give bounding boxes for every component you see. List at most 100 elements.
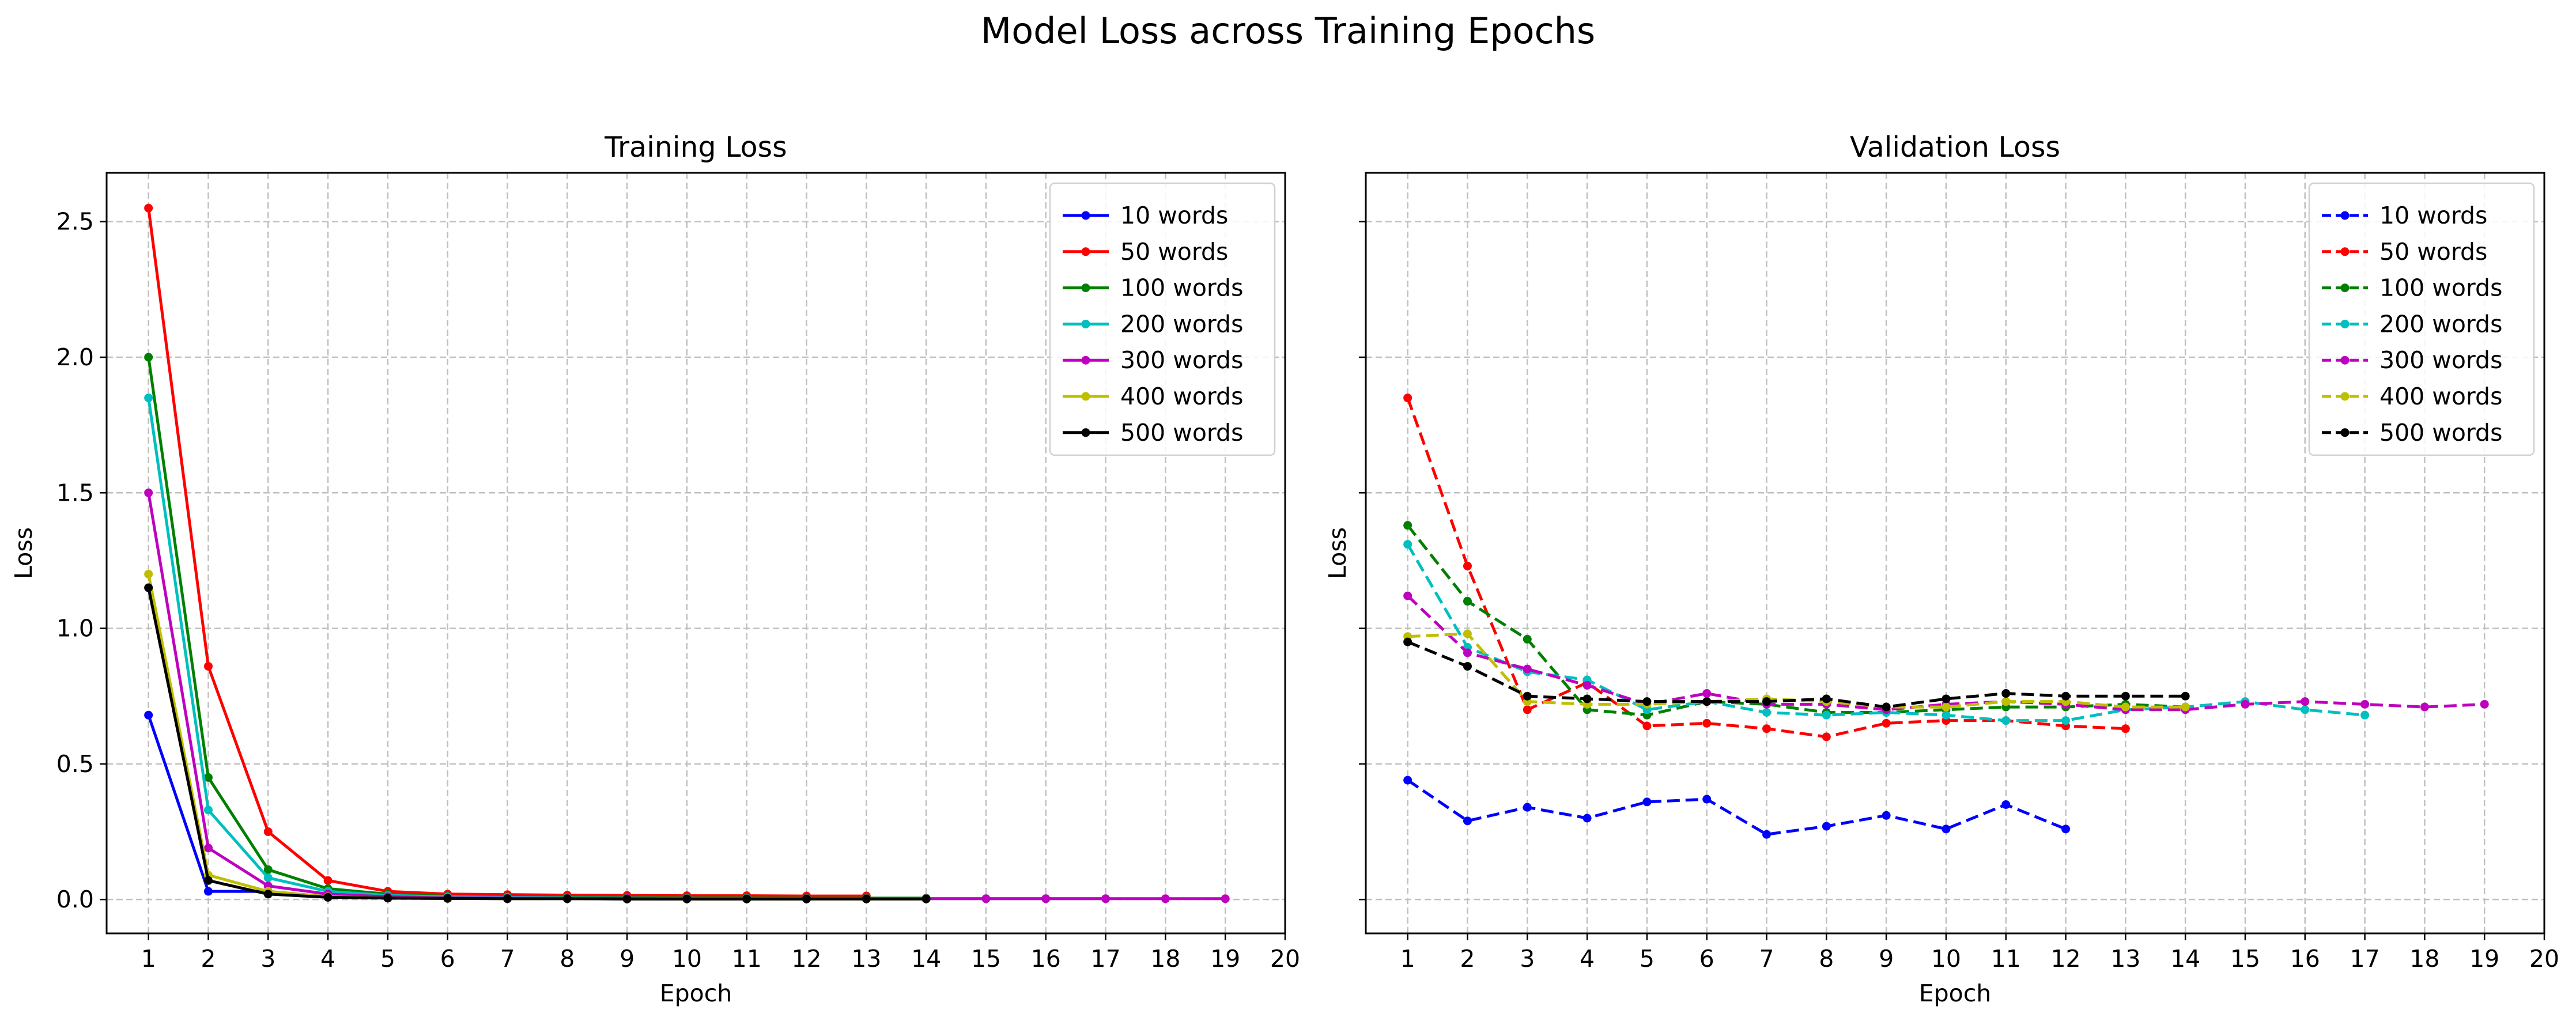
x-tick-label: 15	[2230, 945, 2260, 973]
legend-swatch-marker	[2340, 211, 2350, 220]
y-tick-label: 0.5	[56, 750, 94, 778]
series-line-3	[1406, 524, 2186, 717]
data-point	[1822, 694, 1831, 703]
data-point	[862, 894, 871, 903]
x-tick-label: 12	[2050, 945, 2080, 973]
data-point	[1942, 824, 1951, 834]
training-loss-panel: 1 2 3 4 5 6 7 8 9 10 11 12 13 14 15 16 17 18 19 200.00.51.0…	[10, 131, 1300, 1007]
data-point	[1702, 795, 1712, 804]
x-tick-label: 3	[260, 945, 275, 973]
data-point	[1403, 540, 1412, 549]
x-tick-label: 7	[1759, 945, 1774, 973]
data-point	[1762, 724, 1772, 733]
data-point	[2181, 691, 2190, 701]
data-point	[1403, 637, 1412, 646]
data-point	[383, 894, 392, 903]
data-point	[1403, 776, 1412, 785]
legend-swatch-marker	[1081, 247, 1090, 256]
x-tick-label: 20	[1270, 945, 1300, 973]
data-point	[144, 488, 153, 497]
data-point	[802, 894, 811, 903]
data-point	[144, 394, 153, 403]
data-point	[1523, 664, 1532, 674]
data-point	[263, 827, 273, 837]
x-tick-label: 1	[141, 945, 156, 973]
data-point	[1523, 705, 1532, 714]
data-point	[682, 894, 692, 903]
data-point	[2001, 800, 2011, 809]
y-axis-label: Loss	[10, 527, 37, 579]
x-tick-label: 17	[2350, 945, 2379, 973]
data-point	[2360, 710, 2370, 720]
data-point	[1822, 822, 1831, 831]
y-tick-label: 0.0	[56, 886, 94, 913]
x-axis-label: Epoch	[1919, 979, 1992, 1007]
data-point	[2061, 716, 2071, 725]
data-point	[2121, 702, 2130, 712]
data-point	[1523, 634, 1532, 644]
data-point	[1762, 830, 1772, 839]
data-point	[1762, 697, 1772, 706]
data-point	[1882, 811, 1891, 820]
data-point	[1463, 597, 1472, 606]
data-point	[1942, 702, 1951, 712]
data-point	[2181, 702, 2190, 712]
legend-label: 10 words	[2379, 202, 2487, 229]
y-tick-label: 1.5	[56, 479, 94, 506]
legend-label: 300 words	[1120, 346, 1243, 374]
x-tick-label: 8	[560, 945, 575, 973]
series-line-1	[1407, 779, 2067, 836]
legend-swatch-marker	[2340, 319, 2350, 328]
x-tick-label: 13	[851, 945, 881, 973]
legend-label: 500 words	[2379, 419, 2502, 447]
data-point	[562, 894, 572, 903]
legend-label: 200 words	[1120, 310, 1243, 338]
x-tick-label: 2	[1460, 945, 1475, 973]
data-point	[1702, 697, 1712, 706]
data-point	[2001, 697, 2011, 706]
x-tick-label: 16	[2290, 945, 2320, 973]
x-axis-label: Epoch	[660, 979, 732, 1007]
x-tick-label: 12	[791, 945, 821, 973]
data-point	[2121, 691, 2130, 701]
data-point	[1942, 694, 1951, 703]
validation-loss-panel: 1 2 3 4 5 6 7 8 9 10 11 12 13 14 15 16 17 18 19 20Validatio…	[1324, 131, 2559, 1007]
series-line-7	[1407, 640, 2186, 709]
data-point	[2061, 824, 2071, 834]
data-point	[1403, 394, 1412, 403]
data-point	[921, 894, 931, 903]
x-tick-label: 7	[500, 945, 515, 973]
data-point	[1882, 702, 1891, 712]
x-tick-label: 16	[1031, 945, 1061, 973]
legend-swatch-marker	[1081, 428, 1090, 437]
legend-label: 50 words	[1120, 238, 1228, 266]
x-tick-label: 4	[320, 945, 335, 973]
plot-frame	[105, 172, 1286, 935]
legend-swatch-marker	[2340, 247, 2350, 256]
x-tick-label: 15	[971, 945, 1001, 973]
x-tick-label: 3	[1520, 945, 1535, 973]
data-point	[263, 890, 273, 899]
data-point	[742, 894, 751, 903]
data-point	[1762, 708, 1772, 717]
plot-frame	[1365, 172, 2545, 935]
data-point	[144, 203, 153, 213]
data-point	[1642, 721, 1652, 731]
legend-label: 100 words	[2379, 274, 2502, 302]
data-point	[1221, 894, 1230, 903]
legend-label: 300 words	[2379, 346, 2502, 374]
data-point	[144, 569, 153, 578]
data-point	[2061, 691, 2071, 701]
x-tick-label: 14	[911, 945, 941, 973]
x-tick-label: 11	[732, 945, 762, 973]
x-tick-label: 9	[620, 945, 634, 973]
x-tick-label: 11	[1991, 945, 2021, 973]
legend-label: 50 words	[2379, 238, 2487, 266]
data-point	[203, 773, 213, 782]
legend-swatch-marker	[1081, 211, 1090, 220]
legend-swatch-marker	[2340, 392, 2350, 401]
data-point	[2480, 699, 2489, 709]
x-tick-label: 10	[1931, 945, 1961, 973]
y-tick-label: 2.5	[56, 208, 94, 236]
legend-swatch-marker	[2340, 428, 2350, 437]
